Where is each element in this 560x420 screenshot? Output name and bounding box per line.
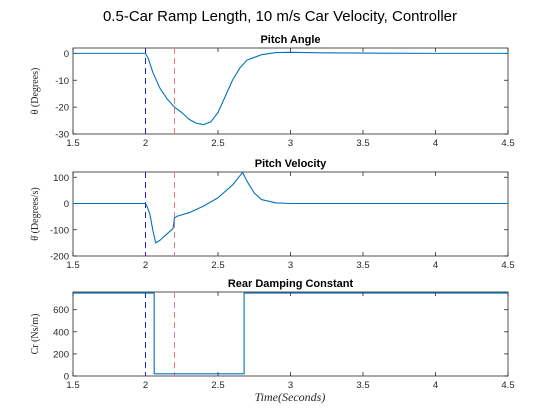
x-tick-label: 4.5 — [501, 138, 514, 149]
y-tick-label: 200 — [53, 349, 69, 360]
x-tick-label: 2.5 — [211, 380, 224, 391]
x-tick-label: 1.5 — [66, 260, 79, 271]
subplot-title: Rear Damping Constant — [228, 278, 354, 290]
x-tick-label: 4 — [433, 380, 438, 391]
y-tick-label: 600 — [53, 305, 69, 316]
x-tick-label: 4.5 — [501, 380, 514, 391]
x-tick-label: 4 — [433, 138, 438, 149]
axes-box — [72, 171, 509, 257]
y-tick-label: -200 — [50, 252, 69, 263]
y-tick-label: 100 — [53, 173, 69, 184]
subplot-1: Pitch Angle θ (Degrees) 1.5 2 2.5 3 3.5 4 4.5 -30… — [30, 34, 515, 149]
subplot-title: Pitch Velocity — [255, 158, 327, 170]
y-tick-label: -10 — [55, 76, 69, 87]
x-tick-label: 1.5 — [66, 380, 79, 391]
series-line — [73, 51, 508, 126]
x-tick-label: 2.5 — [211, 138, 224, 149]
y-axis-label: Cr (Ns/m) — [30, 314, 41, 355]
axes-box — [72, 291, 509, 377]
series-line — [73, 292, 508, 375]
x-tick-label: 2 — [143, 260, 148, 271]
x-tick-label: 3.5 — [356, 138, 369, 149]
x-tick-label: 4 — [433, 260, 438, 271]
y-tick-label: -30 — [55, 130, 69, 141]
y-axis-label: θ (Degrees) — [30, 68, 41, 115]
x-tick-label: 3 — [288, 138, 293, 149]
subplot-3: Rear Damping Constant Cr (Ns/m) 1.5 2 2.5 3 3.… — [30, 278, 515, 391]
x-tick-label: 3 — [288, 380, 293, 391]
x-tick-label: 3.5 — [356, 380, 369, 391]
subplot-2: Pitch Velocity θ̇ (Degrees/s) 1.5 2 2.5 3 3.5 4… — [30, 158, 515, 271]
y-axis-label: θ̇ (Degrees/s) — [30, 187, 41, 240]
axes-box — [72, 47, 509, 135]
y-tick-label: 0 — [64, 49, 69, 60]
x-tick-label: 2 — [143, 138, 148, 149]
series-line — [73, 171, 508, 244]
y-tick-label: 400 — [53, 327, 69, 338]
x-axis-label: Time(Seconds) — [254, 390, 326, 404]
x-tick-label: 2 — [143, 380, 148, 391]
x-tick-label: 1.5 — [66, 138, 79, 149]
x-tick-label: 3 — [288, 260, 293, 271]
x-tick-label: 4.5 — [501, 260, 514, 271]
figure-title: 0.5-Car Ramp Length, 10 m/s Car Velocity… — [102, 8, 458, 25]
subplot-title: Pitch Angle — [260, 34, 320, 46]
y-tick-label: -100 — [50, 225, 69, 236]
y-tick-label: -20 — [55, 103, 69, 114]
x-tick-label: 3.5 — [356, 260, 369, 271]
x-tick-label: 2.5 — [211, 260, 224, 271]
y-tick-label: 0 — [64, 372, 69, 383]
y-tick-label: 0 — [64, 199, 69, 210]
